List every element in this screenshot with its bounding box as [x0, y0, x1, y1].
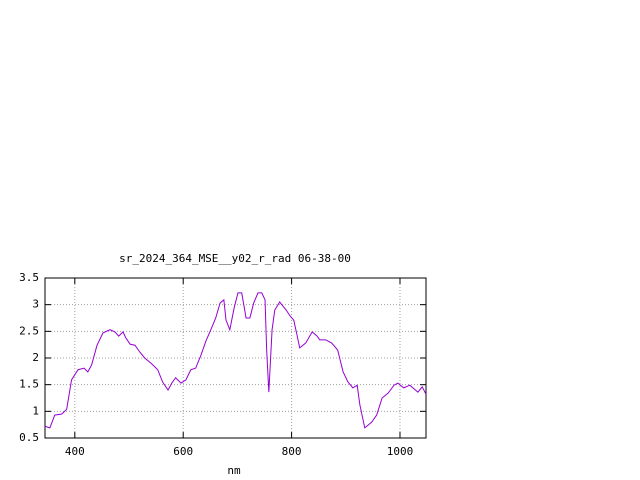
- x-tick-label: 400: [65, 445, 85, 458]
- y-tick-label: 2.5: [19, 324, 39, 337]
- y-tick-label: 3: [32, 298, 39, 311]
- x-tick-label: 600: [173, 445, 193, 458]
- y-tick-label: 1: [32, 404, 39, 417]
- chart-title: sr_2024_364_MSE__y02_r_rad 06-38-00: [119, 252, 351, 265]
- y-tick-label: 3.5: [19, 271, 39, 284]
- x-axis-label: nm: [227, 464, 241, 477]
- y-tick-label: 0.5: [19, 431, 39, 444]
- y-tick-label: 1.5: [19, 378, 39, 391]
- y-tick-label: 2: [32, 351, 39, 364]
- x-tick-label: 800: [282, 445, 302, 458]
- plot-border: [44, 277, 427, 439]
- data-line: [44, 292, 427, 429]
- x-tick-label: 1000: [387, 445, 414, 458]
